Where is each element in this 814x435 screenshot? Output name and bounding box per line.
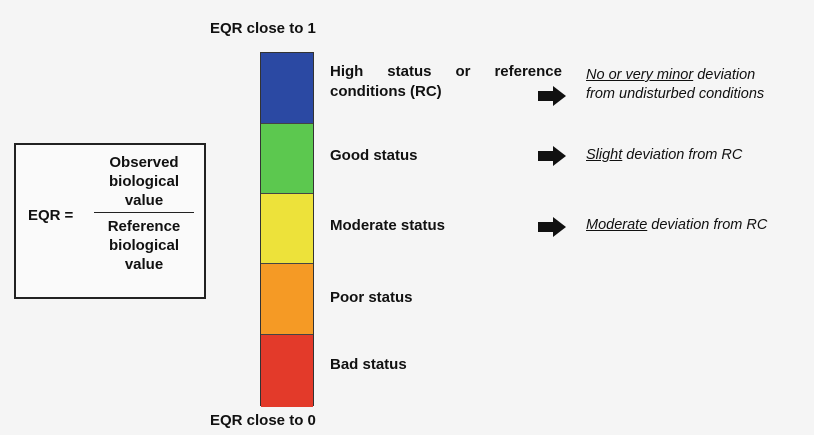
segment-high xyxy=(261,53,313,124)
right-arrow-icon xyxy=(538,146,566,166)
segment-good xyxy=(261,124,313,194)
note-good-rest: deviation from RC xyxy=(622,147,743,163)
eqr-formula-box: EQR = Observed biological value Reference… xyxy=(14,143,206,299)
denominator-line-3: value xyxy=(124,256,164,273)
note-high-line-2: from undisturbed conditions xyxy=(586,86,765,102)
status-label-good: Good status xyxy=(330,147,418,164)
denominator-line-1: Reference xyxy=(107,218,181,235)
scale-top-label: EQR close to 1 xyxy=(210,20,316,37)
note-moderate-rest: deviation from RC xyxy=(647,217,768,233)
note-high-rest: deviation xyxy=(693,67,756,83)
note-moderate: Moderate deviation from RC xyxy=(586,216,767,235)
right-arrow-icon xyxy=(538,86,566,106)
right-arrow-icon xyxy=(538,217,566,237)
segment-moderate xyxy=(261,194,313,264)
segment-poor xyxy=(261,264,313,335)
fraction-bar xyxy=(94,212,194,213)
segment-bad xyxy=(261,335,313,407)
equals-sign: = xyxy=(64,207,74,224)
eqr-symbol: EQR xyxy=(28,207,61,224)
status-label-poor: Poor status xyxy=(330,289,413,306)
denominator-line-2: biological xyxy=(108,237,179,254)
status-label-high-line-1: High status or reference xyxy=(330,63,562,80)
eqr-fraction: Observed biological value Reference biol… xyxy=(90,153,198,274)
status-color-scale xyxy=(260,52,314,407)
note-high: No or very minor deviation from undistur… xyxy=(586,66,764,104)
scale-bottom-label: EQR close to 0 xyxy=(210,412,316,429)
status-label-moderate: Moderate status xyxy=(330,217,446,234)
status-label-high-line-2: conditions (RC) xyxy=(330,83,442,100)
status-label-high: High status or reference conditions (RC) xyxy=(330,62,562,102)
note-moderate-emphasis: Moderate xyxy=(586,217,648,233)
note-good: Slight deviation from RC xyxy=(586,146,742,165)
numerator-line-2: biological xyxy=(108,173,179,190)
eqr-formula-lhs: EQR = xyxy=(28,207,73,224)
note-good-emphasis: Slight xyxy=(586,147,623,163)
numerator-line-3: value xyxy=(124,192,164,209)
numerator-line-1: Observed xyxy=(109,154,179,171)
status-label-bad: Bad status xyxy=(330,356,407,373)
numerator: Observed biological value xyxy=(90,153,198,210)
note-high-emphasis: No or very minor xyxy=(586,67,694,83)
denominator: Reference biological value xyxy=(90,217,198,274)
